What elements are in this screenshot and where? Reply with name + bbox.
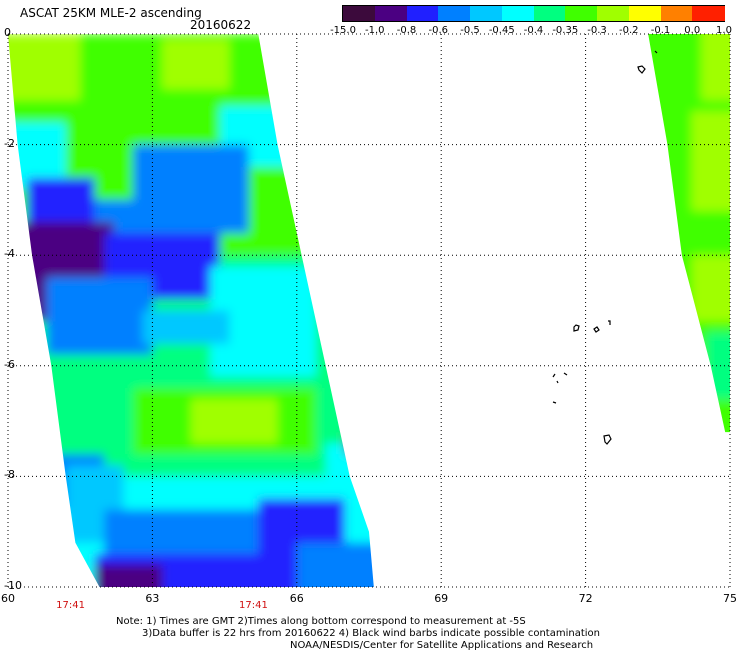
map-date: 20160622 [190, 18, 252, 32]
longitude-tick-label: 63 [145, 592, 160, 605]
longitude-tick-label: 60 [1, 592, 15, 605]
wind-field-region [8, 34, 81, 101]
color-scale-segment [343, 6, 376, 21]
color-scale-segment [374, 6, 407, 21]
latitude-tick-label: -4 [4, 247, 15, 261]
color-scale-label: -0.5 [460, 25, 480, 36]
wind-field-region [190, 398, 278, 444]
color-scale-segment [438, 6, 471, 21]
wind-field-region [296, 542, 374, 587]
wind-field-region [94, 564, 163, 587]
note-line-1: Note: 1) Times are GMT 2)Times along bot… [116, 616, 526, 627]
color-scale-bar [342, 5, 725, 22]
pass-time-label: 17:41 [239, 600, 268, 611]
color-scale-label: -0.8 [396, 25, 417, 36]
color-scale-label: -0.1 [650, 25, 671, 36]
latitude-tick-label: -8 [4, 468, 15, 482]
wind-field-region [133, 144, 249, 234]
color-scale-segment [533, 6, 566, 21]
latitude-tick-label: -10 [4, 579, 22, 592]
color-scale-segment [565, 6, 598, 21]
color-scale-segment [470, 6, 503, 21]
longitude-tick-label: 72 [578, 592, 593, 605]
wind-field-region [46, 277, 153, 355]
note-line-2: 3)Data buffer is 22 hrs from 20160622 4)… [142, 628, 600, 639]
longitude-tick-label: 75 [723, 592, 737, 605]
map-title: ASCAT 25KM MLE-2 ascending [20, 6, 202, 20]
color-scale-label: -15.0 [330, 25, 356, 36]
island-outlines [552, 50, 658, 445]
color-scale-label: -0.45 [488, 25, 515, 36]
color-scale-segment [406, 6, 439, 21]
wind-field-region [142, 310, 230, 344]
color-scale-segment [597, 6, 630, 21]
wind-field-region [701, 34, 730, 101]
pass-time-label: 17:41 [56, 600, 85, 611]
color-scale-label: -0.2 [618, 25, 639, 36]
lat-lon-grid [7, 33, 731, 588]
color-scale-segment [692, 6, 725, 21]
color-scale-segment [628, 6, 661, 21]
wind-field-region [691, 255, 730, 322]
latitude-tick-label: -6 [4, 357, 15, 371]
color-scale-segment [660, 6, 693, 21]
wind-field-region [27, 177, 95, 223]
wind-field-region [691, 111, 730, 211]
color-scale-label: -1.0 [364, 25, 385, 36]
color-scale-label: -0.3 [587, 25, 607, 36]
color-scale-label: -0.6 [428, 25, 449, 36]
color-scale-label: -0.4 [523, 25, 544, 36]
color-scale-label: -0.35 [552, 25, 579, 36]
color-scale-segment [501, 6, 534, 21]
note-line-3: NOAA/NESDIS/Center for Satellite Applica… [290, 640, 594, 651]
latitude-tick-label: 0 [4, 26, 11, 39]
wind-field-region [162, 39, 230, 90]
color-scale-label: 0.0 [684, 25, 701, 36]
color-scale-label: 1.0 [716, 25, 732, 36]
latitude-tick-label: -2 [4, 136, 15, 150]
longitude-tick-label: 66 [289, 592, 304, 605]
longitude-tick-label: 69 [434, 592, 449, 605]
